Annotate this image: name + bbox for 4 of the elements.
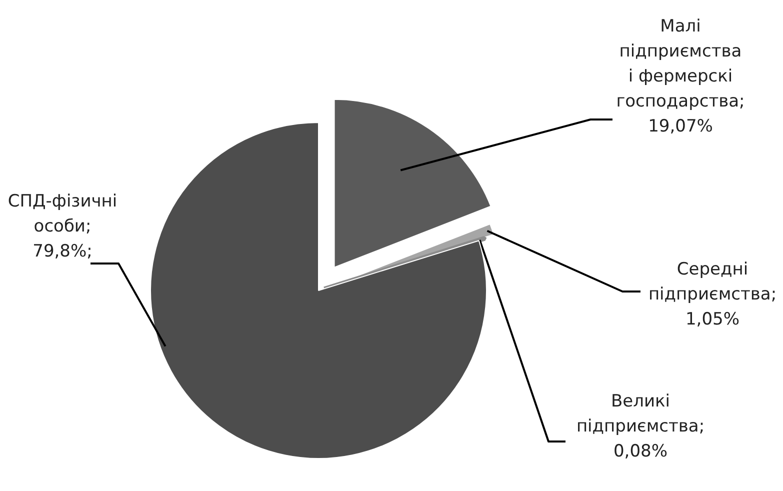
slice-label: СПД-фізичні особи; 79,8%;: [8, 192, 118, 262]
slice-label: Малі підприємства і фермерскі господарства; 19,07%: [616, 16, 745, 136]
slice-label: Великі підприємства; 0,08%: [576, 392, 705, 462]
slice-label: Середні підприємства; 1,05%: [648, 260, 777, 330]
